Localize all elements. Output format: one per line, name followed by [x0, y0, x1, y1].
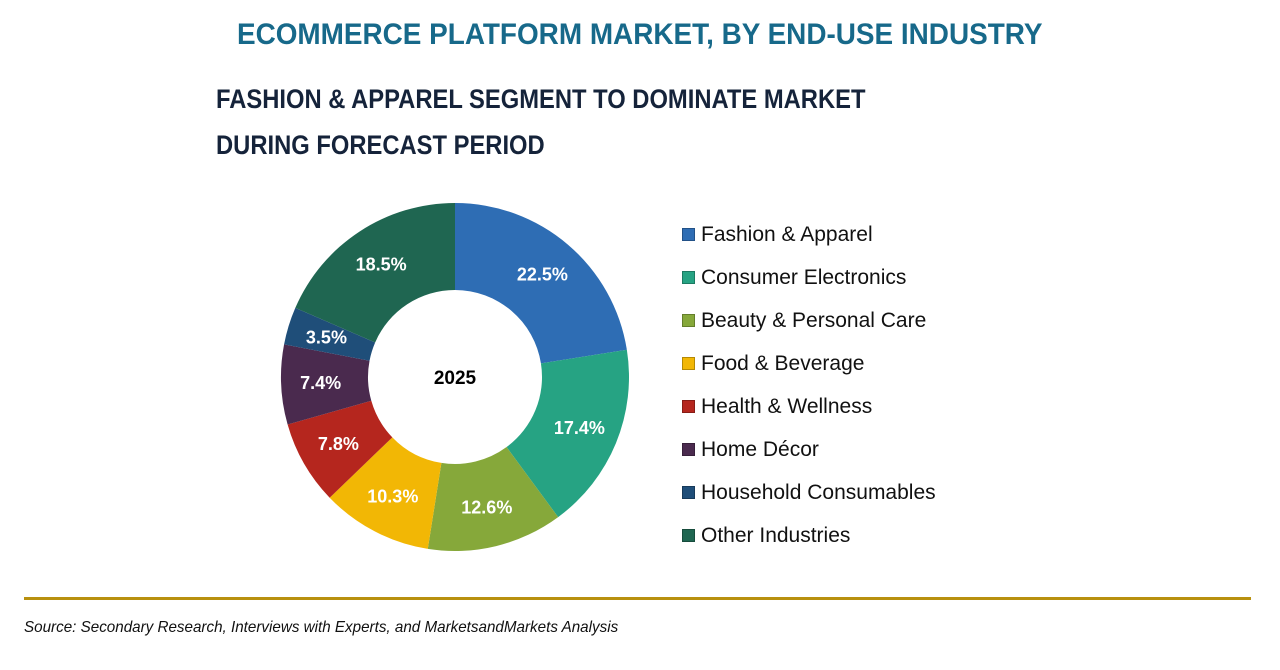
legend-swatch-icon: [682, 271, 695, 284]
data-label-consumer-electronics: 17.4%: [554, 418, 605, 438]
data-label-beauty-and-personal-care: 12.6%: [461, 498, 512, 518]
donut-segment-health-and-wellness: [287, 400, 393, 498]
legend-item-household-consumables: Household Consumables: [682, 471, 936, 514]
data-label-health-and-wellness: 7.8%: [318, 434, 359, 454]
donut-center-label: 2025: [434, 368, 477, 389]
legend-swatch-icon: [682, 529, 695, 542]
legend-swatch-icon: [682, 486, 695, 499]
data-label-home-d-cor: 7.4%: [300, 373, 341, 393]
legend-swatch-icon: [682, 400, 695, 413]
chart-legend: Fashion & Apparel Consumer Electronics Bea…: [682, 213, 936, 557]
donut-segments: [281, 203, 629, 551]
donut-segment-food-and-beverage: [329, 437, 442, 549]
donut-segment-fashion-and-apparel: [455, 203, 627, 364]
legend-label: Fashion & Apparel: [701, 222, 873, 246]
source-note: Source: Secondary Research, Interviews w…: [24, 619, 619, 636]
legend-item-beauty-and-personal-care: Beauty & Personal Care: [682, 299, 936, 342]
chart-subtitle-line-1: FASHION & APPAREL SEGMENT TO DOMINATE MA…: [216, 84, 866, 114]
data-label-household-consumables: 3.5%: [306, 327, 347, 347]
legend-swatch-icon: [682, 357, 695, 370]
data-label-food-and-beverage: 10.3%: [367, 486, 418, 506]
legend-item-food-and-beverage: Food & Beverage: [682, 342, 936, 385]
donut-segment-consumer-electronics: [506, 349, 629, 518]
legend-swatch-icon: [682, 443, 695, 456]
data-label-other-industries: 18.5%: [356, 255, 407, 275]
donut-segment-household-consumables: [284, 307, 376, 361]
legend-item-consumer-electronics: Consumer Electronics: [682, 256, 936, 299]
legend-label: Health & Wellness: [701, 394, 873, 418]
data-label-fashion-and-apparel: 22.5%: [517, 265, 568, 285]
chart-subtitle-line-2: DURING FORECAST PERIOD: [216, 130, 545, 160]
chart-title: ECOMMERCE PLATFORM MARKET, BY END-USE IN…: [236, 18, 1043, 51]
donut-segment-labels: 22.5% 17.4% 12.6% 10.3% 7.8% 7.4% 3.5% 18.5%: [300, 255, 605, 518]
legend-item-home-d-cor: Home Décor: [682, 428, 936, 471]
legend-label: Other Industries: [701, 523, 851, 547]
legend-item-fashion-and-apparel: Fashion & Apparel: [682, 213, 936, 256]
footer-divider: [24, 597, 1251, 600]
legend-swatch-icon: [682, 228, 695, 241]
legend-swatch-icon: [682, 314, 695, 327]
legend-item-other-industries: Other Industries: [682, 514, 936, 557]
legend-label: Beauty & Personal Care: [701, 308, 927, 332]
donut-segment-home-d-cor: [281, 344, 372, 425]
donut-segment-beauty-and-personal-care: [427, 447, 559, 551]
legend-label: Home Décor: [701, 437, 819, 461]
legend-label: Food & Beverage: [701, 351, 865, 375]
legend-label: Consumer Electronics: [701, 265, 907, 289]
donut-segment-other-industries: [295, 203, 455, 343]
legend-label: Household Consumables: [701, 480, 936, 504]
legend-item-health-and-wellness: Health & Wellness: [682, 385, 936, 428]
